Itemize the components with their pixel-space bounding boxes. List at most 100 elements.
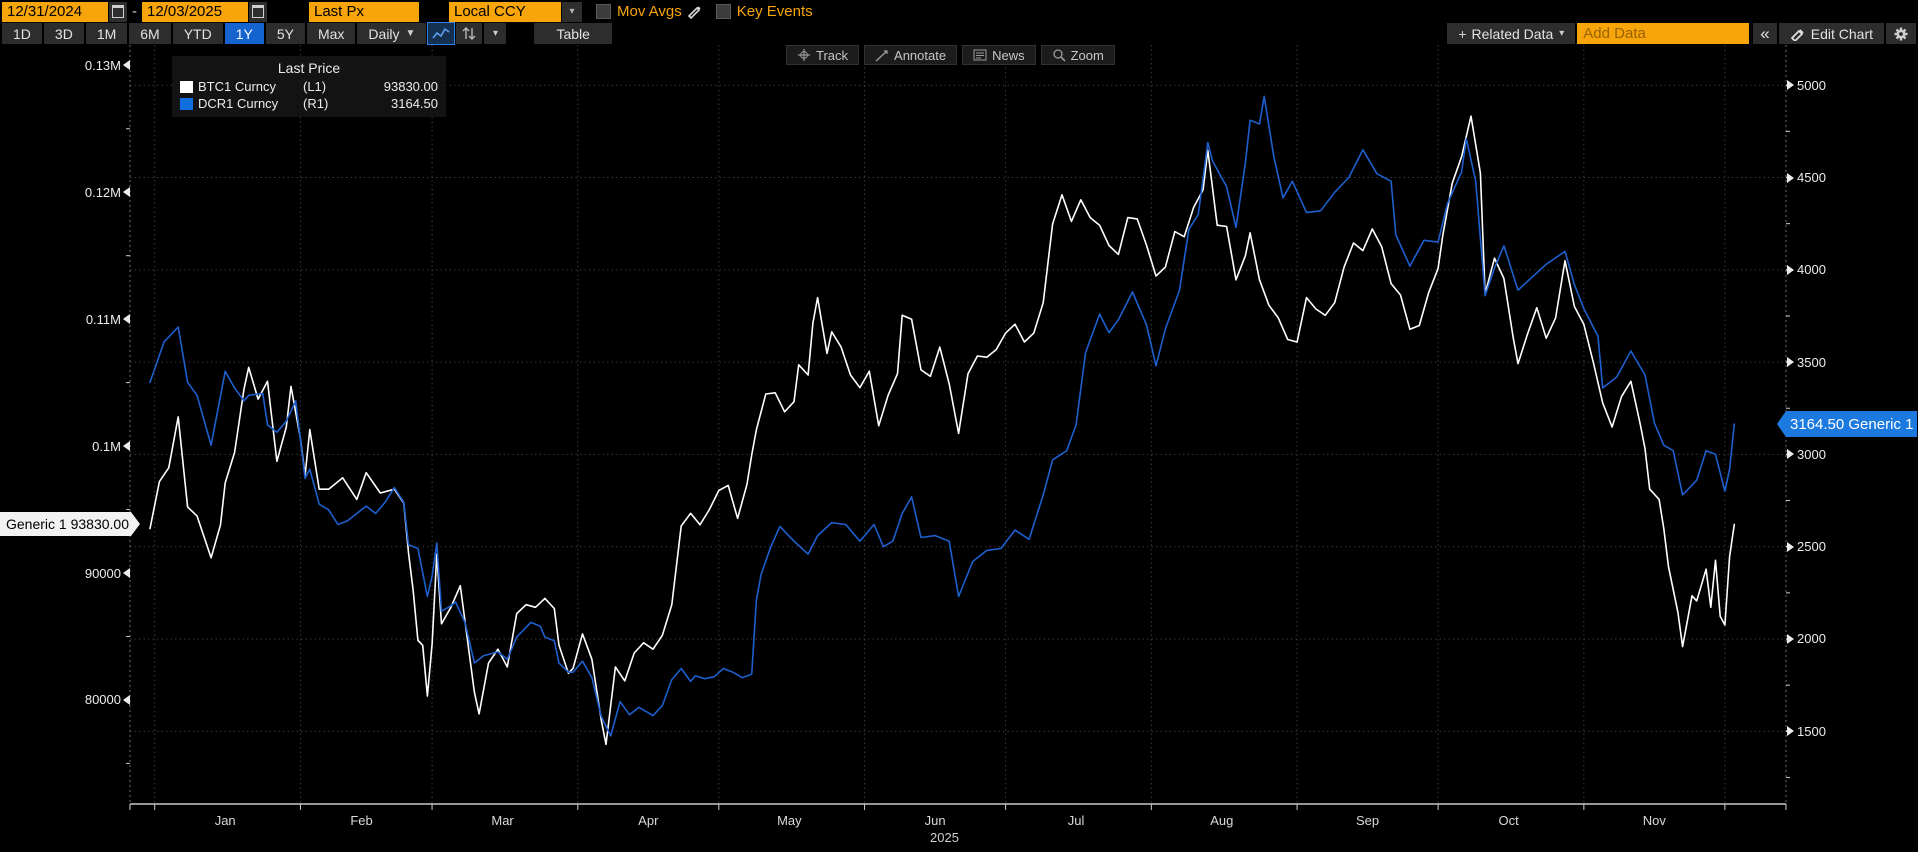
chart-controls: Track Annotate News Zoom [786, 45, 1120, 65]
magnifier-icon [1052, 49, 1066, 62]
zoom-button[interactable]: Zoom [1040, 45, 1115, 65]
hilo-icon [462, 27, 476, 40]
tick-arrow-icon [1787, 449, 1794, 460]
dcr1-series-name: DCR1 Curncy [198, 96, 279, 111]
range-button-1y-selected[interactable]: 1Y [224, 23, 264, 44]
range-button-max[interactable]: Max [306, 23, 356, 44]
price-field-select[interactable]: Last Px [309, 1, 419, 22]
x-axis-month-label-text: Oct [1498, 813, 1519, 828]
range-button-1d[interactable]: 1D [2, 23, 42, 44]
legend-title: Last Price [277, 60, 341, 76]
left-axis-tick-label: 0.12M [0, 183, 130, 201]
news-icon [973, 49, 987, 61]
x-axis-month-label: Nov [1619, 813, 1689, 828]
left-axis-tick-label-text: 0.1M [92, 438, 121, 454]
right-axis-tick-label: 2000 [1787, 630, 1907, 648]
pencil-icon[interactable] [686, 3, 702, 19]
x-axis-month-label: Jan [190, 813, 260, 828]
track-icon [798, 49, 810, 61]
left-axis-tick-label: 90000 [0, 564, 130, 582]
chevron-down-icon: ▼ [405, 28, 416, 39]
chevron-down-icon: ▾ [1559, 28, 1565, 39]
dcr1-last-value: 3164.50 [391, 96, 438, 111]
mov-avgs-checkbox[interactable] [596, 3, 611, 19]
key-events-checkbox[interactable] [715, 3, 731, 19]
legend-row-btc1[interactable]: BTC1 Curncy (L1) 93830.00 [180, 78, 438, 95]
right-axis-tick-label: 4000 [1787, 261, 1907, 279]
dcr1-axis-tag: (R1) [303, 96, 329, 111]
chart-area[interactable]: Track Annotate News Zoom Last Price BTC1… [0, 45, 1918, 852]
line-chart-type-button[interactable] [427, 22, 456, 45]
x-axis-month-label: Jul [1041, 813, 1111, 828]
top-toolbar: 12/31/2024 - 12/03/2025 Last Px Local CC… [0, 0, 1918, 22]
legend-row-dcr1[interactable]: DCR1 Curncy (R1) 3164.50 [180, 95, 438, 112]
line-chart-icon [432, 27, 450, 39]
news-label: News [992, 47, 1025, 63]
x-axis-month-label-text: Feb [350, 813, 373, 828]
plus-icon: + [1458, 25, 1467, 42]
right-axis-tick-label: 5000 [1787, 76, 1907, 94]
right-axis-tick-label-text: 3500 [1797, 354, 1826, 370]
range-button-1m[interactable]: 1M [85, 23, 128, 44]
end-date-calendar-button[interactable] [249, 1, 267, 22]
left-axis-tick-label-text: 0.12M [84, 184, 121, 200]
x-axis-month-label-text: Aug [1210, 813, 1234, 828]
table-button[interactable]: Table [534, 23, 612, 44]
currency-dropdown-button[interactable]: ▾ [562, 1, 582, 22]
chart-type-dropdown-button[interactable]: ▾ [484, 23, 507, 44]
key-events-label: Key Events [736, 2, 813, 20]
right-axis-tick-label: 4500 [1787, 169, 1907, 187]
pencil-icon [1790, 29, 1804, 41]
x-axis-month-label-text: Nov [1642, 813, 1666, 828]
settings-button[interactable] [1886, 23, 1916, 44]
range-button-5y[interactable]: 5Y [265, 23, 305, 44]
right-axis-tick-label: 1500 [1787, 722, 1907, 740]
tick-arrow-icon [1787, 541, 1794, 552]
left-axis-tick-label-text: 80000 [84, 692, 121, 708]
news-button[interactable]: News [962, 45, 1036, 65]
x-axis-month-label-text: May [777, 813, 802, 828]
add-data-input[interactable]: Add Data [1577, 23, 1750, 44]
x-axis-month-label-text: Jul [1067, 813, 1085, 828]
x-axis-month-label: Jun [900, 813, 970, 828]
annotate-icon [875, 49, 888, 62]
tick-arrow-icon [1787, 172, 1794, 183]
x-axis-month-label-text: Sep [1356, 813, 1380, 828]
right-axis-tick-label-text: 2500 [1797, 539, 1826, 555]
x-axis-month-label: Oct [1474, 813, 1544, 828]
left-axis-tick-label: 80000 [0, 691, 130, 709]
edit-chart-button[interactable]: Edit Chart [1778, 23, 1884, 44]
tick-arrow-icon [1787, 357, 1794, 368]
related-data-button[interactable]: + Related Data ▾ [1447, 23, 1576, 44]
start-date-calendar-button[interactable] [109, 1, 127, 22]
chart-plot [124, 45, 1792, 810]
left-axis-tick-label-text: 0.11M [85, 311, 121, 327]
tick-arrow-icon [1787, 80, 1794, 91]
range-button-ytd[interactable]: YTD [172, 23, 223, 44]
annotate-button[interactable]: Annotate [864, 45, 958, 65]
range-button-6m[interactable]: 6M [129, 23, 171, 44]
right-last-price-badge: 3164.50 Generic 1 [1776, 411, 1918, 438]
hilo-chart-type-button[interactable] [456, 23, 483, 44]
range-button-3d[interactable]: 3D [43, 23, 84, 44]
track-button[interactable]: Track [786, 45, 860, 65]
series-line-btc1 [149, 115, 1736, 746]
collapse-panel-button[interactable]: « [1753, 23, 1777, 44]
end-date-field[interactable]: 12/03/2025 [142, 1, 248, 22]
date-range-separator: - [132, 2, 137, 20]
periodicity-select[interactable]: Daily ▼ [357, 23, 427, 44]
calendar-icon [252, 5, 264, 18]
btc1-color-swatch [180, 80, 193, 93]
left-axis-tick-label: 0.13M [0, 56, 130, 74]
series-line-dcr1 [149, 95, 1736, 737]
start-date-field[interactable]: 12/31/2024 [2, 1, 108, 22]
right-axis-tick-label-text: 1500 [1797, 723, 1826, 739]
tick-arrow-icon [123, 441, 130, 452]
x-axis-month-label: Apr [613, 813, 683, 828]
right-axis-tick-label-text: 3000 [1797, 446, 1826, 462]
x-axis-month-label: May [754, 813, 824, 828]
currency-select[interactable]: Local CCY [449, 1, 561, 22]
zoom-label: Zoom [1070, 47, 1104, 63]
x-axis-month-label-text: Jan [214, 813, 236, 828]
tick-arrow-icon [123, 694, 130, 705]
